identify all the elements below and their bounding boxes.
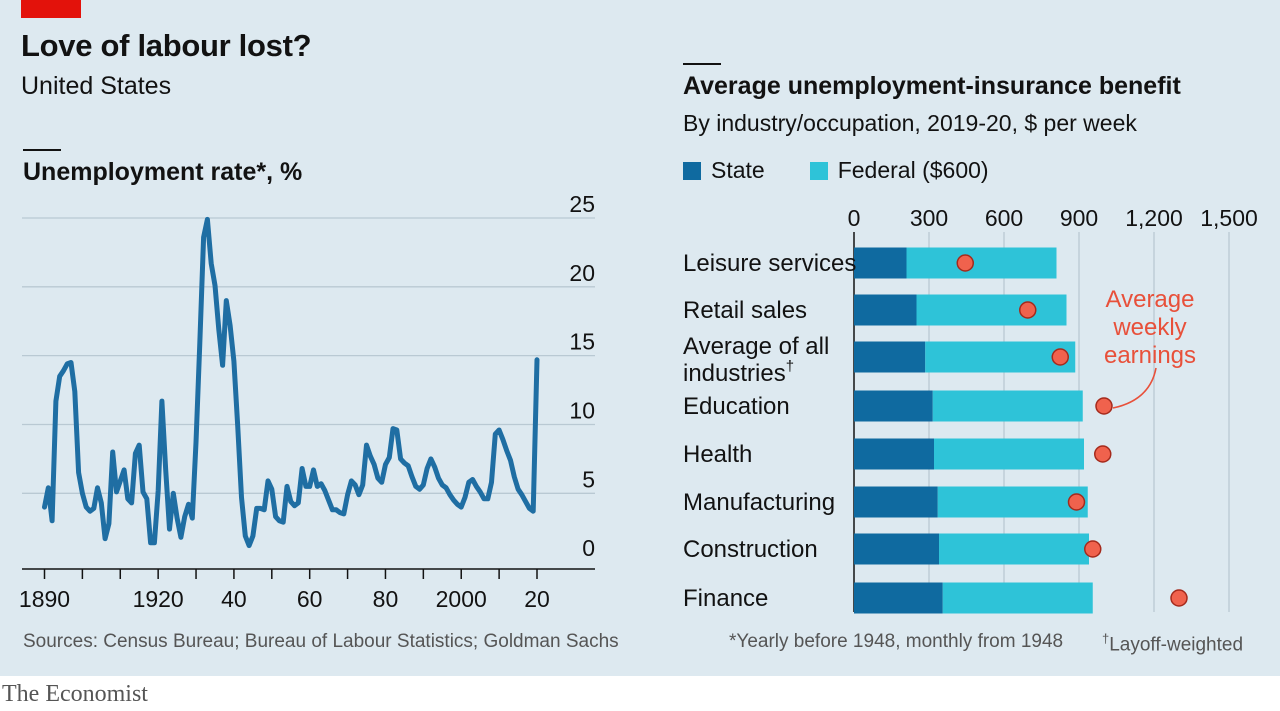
page-title: Love of labour lost? [21, 28, 312, 63]
x-tick-label: 2000 [436, 586, 487, 612]
x-tick-label: 1920 [133, 586, 184, 612]
x-tick-label: 20 [524, 586, 550, 612]
bar-federal [939, 533, 1089, 565]
left-chart-rule [23, 149, 61, 151]
chart-panel: Love of labour lost? United States Unemp… [0, 0, 1280, 676]
bar-federal [942, 582, 1093, 614]
y-tick-label: 20 [569, 260, 595, 286]
earnings-annotation-text: weekly [1112, 314, 1186, 341]
y-tick-label: 0 [582, 535, 595, 561]
category-label: Construction [683, 536, 818, 563]
legend-label-state: State [711, 157, 765, 183]
y-tick-label: 25 [569, 191, 595, 217]
bar-federal [925, 341, 1076, 373]
category-label: Health [683, 441, 752, 468]
benefit-x-tick-label: 600 [985, 205, 1023, 231]
unemployment-line [42, 216, 540, 549]
economist-logo: The Economist [2, 681, 148, 707]
earnings-annotation-connector [1112, 367, 1157, 409]
yearly-footnote: *Yearly before 1948, monthly from 1948 [729, 631, 1064, 652]
x-tick-label: 40 [221, 586, 247, 612]
red-brand-tag [21, 0, 81, 18]
bar-federal [934, 438, 1084, 470]
benefit-x-tick-label: 0 [848, 205, 861, 231]
bar-federal [932, 390, 1083, 422]
bar-state [854, 294, 917, 326]
earnings-dot [1019, 301, 1037, 319]
page-subtitle: United States [21, 72, 172, 100]
benefit-chart-subtitle: By industry/occupation, 2019-20, $ per w… [683, 110, 1137, 136]
category-label: Retail sales [683, 297, 807, 324]
y-tick-label: 5 [582, 466, 595, 492]
bar-federal [916, 294, 1067, 326]
category-label: Education [683, 393, 790, 420]
category-label: Average of all [683, 333, 829, 360]
layoff-footnote: †Layoff-weighted [1102, 631, 1243, 656]
benefit-x-tick-label: 300 [910, 205, 948, 231]
category-dagger: † [786, 358, 794, 375]
bar-state [854, 438, 934, 470]
category-label: Leisure services [683, 250, 856, 277]
benefit-x-tick-label: 900 [1060, 205, 1098, 231]
bar-state [854, 533, 939, 565]
benefit-legend: State Federal ($600) [683, 157, 1034, 184]
category-label-part: industries [683, 360, 786, 387]
benefit-x-tick-label: 1,500 [1200, 205, 1258, 231]
earnings-annotation-text: Average [1106, 286, 1195, 313]
legend-item-state: State [683, 157, 765, 184]
federal-swatch [809, 161, 828, 180]
bar-federal [937, 486, 1088, 518]
x-tick-label: 80 [373, 586, 399, 612]
y-tick-label: 15 [569, 329, 595, 355]
earnings-dot [1094, 445, 1112, 463]
unemployment-chart-title: Unemployment rate*, % [23, 158, 303, 186]
bar-federal [906, 247, 1057, 279]
x-tick-label: 1890 [19, 586, 70, 612]
dagger-mark: † [1102, 631, 1110, 646]
bar-state [854, 582, 943, 614]
earnings-dot [1051, 348, 1069, 366]
earnings-dot [1084, 540, 1102, 558]
charts-svg: 0 5 10 15 20 25 1890 1920 40 60 80 2000 20 0 300 600 900… [19, 191, 1258, 614]
y-tick-label: 10 [569, 397, 595, 423]
earnings-annotation-text: earnings [1104, 342, 1196, 369]
bar-state [854, 390, 933, 422]
category-label: Manufacturing [683, 489, 835, 516]
earnings-dot [1095, 397, 1113, 415]
layoff-footnote-text: Layoff-weighted [1109, 634, 1244, 656]
sources-footnote: Sources: Census Bureau; Bureau of Labour… [23, 631, 619, 652]
category-label: industries† [683, 358, 794, 387]
benefit-chart-title: Average unemployment-insurance benefit [683, 72, 1181, 100]
x-tick-label: 60 [297, 586, 323, 612]
benefit-x-tick-label: 1,200 [1125, 205, 1183, 231]
bar-state [854, 247, 907, 279]
category-label: Finance [683, 585, 768, 612]
earnings-dot [1170, 589, 1188, 607]
bar-state [854, 341, 926, 373]
bar-state [854, 486, 938, 518]
legend-label-federal: Federal ($600) [837, 157, 989, 183]
earnings-dot [956, 254, 974, 272]
legend-item-federal: Federal ($600) [809, 157, 989, 184]
earnings-dot [1067, 493, 1086, 511]
state-swatch [683, 161, 701, 180]
right-chart-rule [683, 63, 721, 65]
